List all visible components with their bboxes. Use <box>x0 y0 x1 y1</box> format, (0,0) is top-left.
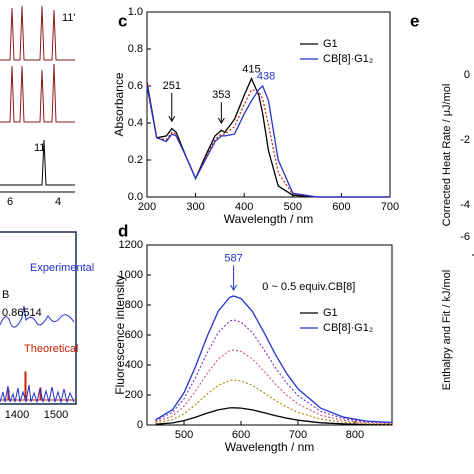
y-tick-label: 0.8 <box>128 43 143 55</box>
itc-tick-label: 0 <box>464 69 470 81</box>
annotation: 438 <box>257 71 275 83</box>
series-line <box>155 407 393 426</box>
legend-label: CB[8]·G1₂ <box>323 322 373 334</box>
x-tick-label: 800 <box>346 429 364 441</box>
ms-label: B <box>2 289 9 301</box>
y-axis-label: Absorbance <box>112 72 126 136</box>
x-tick-label: 600 <box>332 201 350 213</box>
y-tick-label: 200 <box>125 389 143 401</box>
ms-trace <box>0 305 75 328</box>
ms-label: Experimental <box>30 262 94 274</box>
nmr-trace <box>0 5 75 61</box>
annotation: 251 <box>163 80 181 92</box>
series-line <box>146 84 390 198</box>
annotation: 587 <box>224 252 242 264</box>
annotation: 0 ~ 0.5 equiv.CB[8] <box>262 281 355 293</box>
plot-frame <box>146 244 393 426</box>
ms-label: 0.86514 <box>2 307 42 319</box>
y-tick-label: 0 <box>137 419 143 431</box>
plot-frame <box>146 11 391 198</box>
ms-tick-label: 1500 <box>44 409 68 421</box>
series-line <box>155 295 393 424</box>
annotation-arrowhead <box>168 115 176 123</box>
itc-tick-label: -2 <box>460 134 470 146</box>
ms-tick-label: 1400 <box>5 409 29 421</box>
series-line <box>155 379 393 425</box>
y-tick-label: 0.4 <box>128 117 143 129</box>
x-tick-label: 500 <box>284 201 302 213</box>
nmr-panel <box>0 5 75 193</box>
y-axis-label: Fluorescence intensity <box>113 275 127 394</box>
series-line <box>146 84 390 198</box>
x-axis-label: Wavelength / nm <box>225 440 315 454</box>
itc-ylabel: Enthalpy and Fit / kJ/mol <box>441 270 453 390</box>
panel-label: e <box>410 11 419 30</box>
nmr-tick-label: 6 <box>7 196 13 208</box>
ms-noise <box>0 384 75 404</box>
ms-label: Theoretical <box>24 343 78 355</box>
x-tick-label: 600 <box>232 429 250 441</box>
itc-tick-label: -4 <box>460 199 470 211</box>
legend-label: G1 <box>323 307 338 319</box>
panel-label: c <box>118 11 127 30</box>
legend-label: G1 <box>323 38 338 50</box>
annotation: 415 <box>242 63 260 75</box>
y-tick-label: 800 <box>125 299 143 311</box>
x-tick-label: 500 <box>175 429 193 441</box>
y-tick-label: 1200 <box>119 239 143 251</box>
y-tick-label: 0.6 <box>128 80 143 92</box>
nmr-label: 11' <box>62 12 76 24</box>
x-tick-label: 400 <box>235 201 253 213</box>
x-tick-label: 700 <box>289 429 307 441</box>
series-line <box>155 319 393 424</box>
annotation-arrowhead <box>230 284 238 291</box>
nmr-tick-label: 4 <box>55 196 61 208</box>
itc-ylabel: Corrected Heat Rate / μJ/mol <box>441 84 453 227</box>
nmr-trace <box>0 63 75 123</box>
annotation: 353 <box>212 89 230 101</box>
series-line <box>155 349 393 425</box>
ms-trace <box>0 371 75 401</box>
nmr-label: 11 <box>34 142 45 154</box>
nmr-trace <box>0 139 75 186</box>
y-tick-label: 0.0 <box>128 191 143 203</box>
y-tick-label: 600 <box>125 329 143 341</box>
y-tick-label: 0.2 <box>128 154 143 166</box>
annotation-arrowhead <box>217 117 225 124</box>
ms-frame <box>0 231 77 405</box>
x-axis-label: Wavelength / nm <box>224 212 314 226</box>
x-tick-label: 700 <box>381 201 399 213</box>
y-tick-label: 1.0 <box>128 6 143 18</box>
y-tick-label: 1000 <box>119 269 143 281</box>
x-tick-label: 200 <box>138 201 156 213</box>
series-line <box>146 76 390 198</box>
x-tick-label: 300 <box>186 201 204 213</box>
y-tick-label: 400 <box>125 359 143 371</box>
panel-label: d <box>118 221 128 240</box>
legend-label: CB[8]·G1₂ <box>323 53 373 65</box>
itc-tick-label: -6 <box>460 231 470 243</box>
